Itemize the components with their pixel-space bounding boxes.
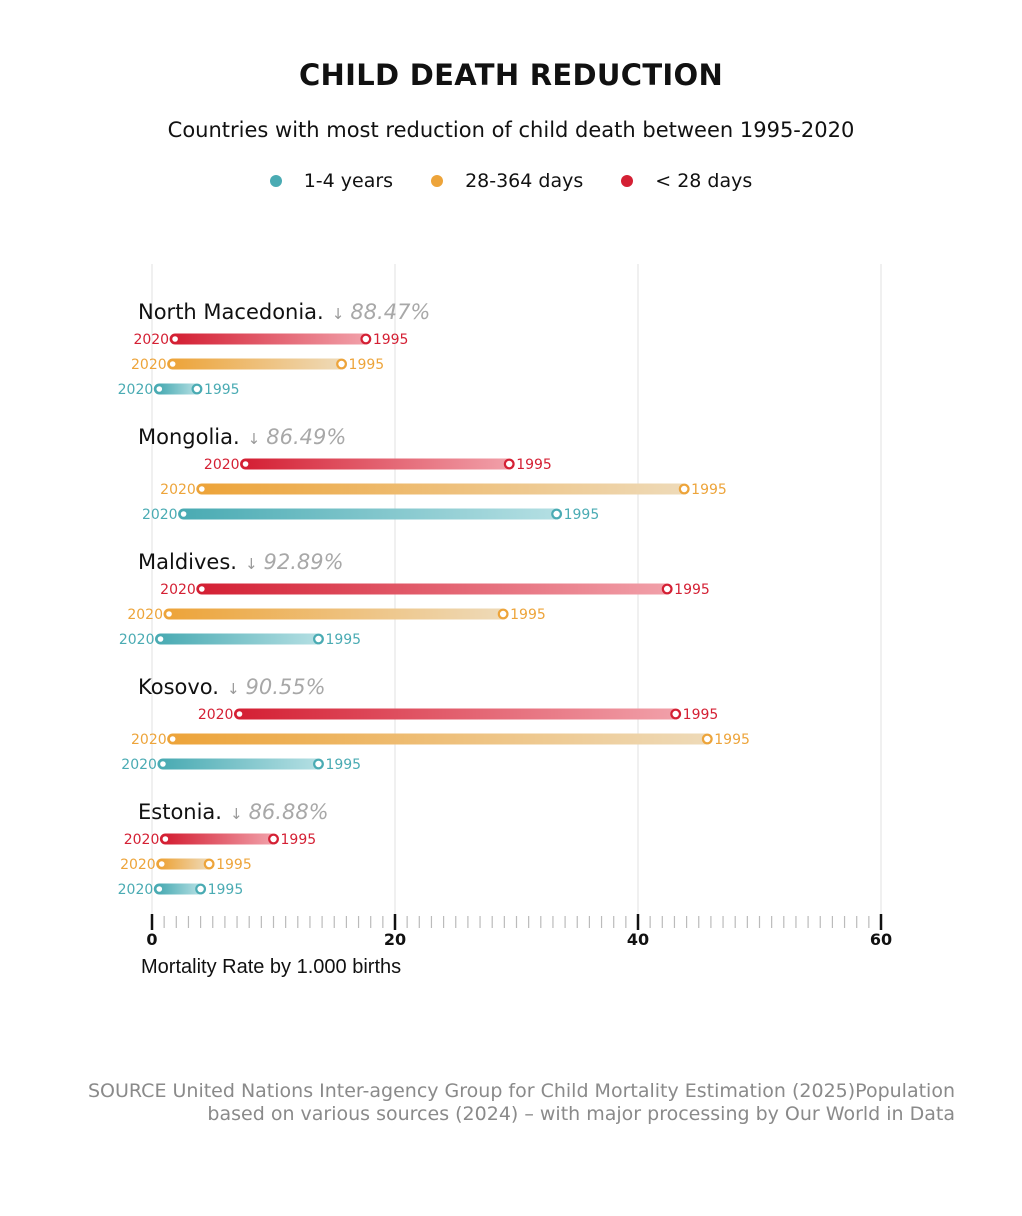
label-1995-kosovo-1-4-years: 1995 [325,757,361,773]
legend-label-1-4-years: 1-4 years [303,170,394,192]
point-1995-north-macedonia-28-364-days [336,358,347,370]
chart-title: CHILD DEATH REDUCTION [298,58,724,92]
point-2020-north-macedonia-28-364-days [169,361,176,367]
point-2020-north-macedonia-28-days [172,336,178,342]
label-1995-maldives-28-days: 1995 [674,582,710,598]
legend-label-under-28-days: < 28 days [655,170,753,192]
label-1995-north-macedonia-28-days: 1995 [373,332,409,348]
label-2020-mongolia-28-364-days: 2020 [160,482,196,498]
point-1995-estonia-1-4-years [195,883,207,895]
label-2020-kosovo-28-364-days: 2020 [131,732,167,748]
label-1995-kosovo-28-days: 1995 [683,707,719,723]
point-2020-estonia-28-364-days [158,861,165,867]
point-2020-estonia-1-4-years [156,886,163,892]
legend-item-1-4-years: 1-4 years [269,170,394,192]
label-2020-maldives-1-4-years: 2020 [119,632,155,648]
point-2020-north-macedonia-1-4-years [156,386,163,392]
point-1995-mongolia-1-4-years [551,508,562,520]
label-2020-kosovo-1-4-years: 2020 [121,757,157,773]
point-1995-maldives-28-days [661,583,673,595]
country-label-mongolia: Mongolia. ↓ 86.49% [138,425,346,449]
point-1995-kosovo-1-4-years [313,758,324,770]
dumbbell-chart: North Macedonia. ↓ 88.47% 2020 1995 2020 1995 2… [118,264,892,978]
point-1995-maldives-28-364-days [497,608,509,620]
label-1995-maldives-28-364-days: 1995 [510,607,546,623]
x-axis-title: Mortality Rate by 1.000 births [141,956,401,978]
country-label-maldives: Maldives. ↓ 92.89% [138,550,344,574]
label-1995-north-macedonia-1-4-years: 1995 [204,382,240,398]
label-1995-estonia-1-4-years: 1995 [208,882,244,898]
legend-swatch-1-4-years [269,175,282,187]
label-1995-estonia-28-days: 1995 [281,832,317,848]
legend-item-28-364-days: 28-364 days [431,170,583,192]
label-2020-kosovo-28-days: 2020 [198,707,234,723]
point-1995-north-macedonia-1-4-years [191,383,203,395]
point-1995-estonia-28-days [268,833,279,845]
point-2020-mongolia-1-4-years [180,511,187,517]
label-2020-north-macedonia-28-364-days: 2020 [131,357,167,373]
label-1995-maldives-1-4-years: 1995 [325,632,361,648]
legend-item-under-28-days: < 28 days [621,170,752,192]
label-1995-north-macedonia-28-364-days: 1995 [349,357,385,373]
point-2020-kosovo-28-364-days [169,736,176,742]
x-tick-label: 40 [627,930,649,949]
x-tick-label: 0 [146,930,157,949]
point-2020-mongolia-28-days [242,461,249,467]
chart-subtitle: Countries with most reduction of child d… [167,118,855,142]
point-2020-mongolia-28-364-days [199,486,205,492]
point-2020-kosovo-1-4-years [160,761,166,767]
point-1995-north-macedonia-28-days [360,333,372,345]
x-tick-label: 60 [870,930,892,949]
label-1995-estonia-28-364-days: 1995 [216,857,252,873]
label-2020-north-macedonia-1-4-years: 2020 [118,382,154,398]
point-2020-kosovo-28-days [236,711,243,717]
legend-swatch-28-364-days [431,175,444,187]
legend-label-28-364-days: 28-364 days [465,170,584,192]
point-2020-estonia-28-days [162,836,169,842]
label-2020-mongolia-28-days: 2020 [204,457,240,473]
chart-legend: 1-4 years 28-364 days < 28 days [0,170,1022,192]
point-1995-mongolia-28-364-days [678,483,690,495]
point-1995-maldives-1-4-years [313,633,324,645]
label-1995-kosovo-28-364-days: 1995 [714,732,750,748]
point-2020-maldives-1-4-years [157,636,164,642]
label-2020-north-macedonia-28-days: 2020 [133,332,169,348]
legend-swatch-under-28-days [621,175,634,187]
point-1995-mongolia-28-days [503,458,515,470]
source-note: SOURCE United Nations Inter-agency Group… [88,1080,955,1125]
label-1995-mongolia-28-364-days: 1995 [691,482,727,498]
label-1995-mongolia-1-4-years: 1995 [564,507,600,523]
point-1995-kosovo-28-364-days [701,733,713,745]
x-tick-label: 20 [384,930,406,949]
point-1995-estonia-28-364-days [203,858,215,870]
point-2020-maldives-28-days [199,586,205,592]
label-2020-estonia-28-days: 2020 [124,832,160,848]
label-1995-mongolia-28-days: 1995 [516,457,552,473]
country-label-kosovo: Kosovo. ↓ 90.55% [138,675,326,699]
label-2020-maldives-28-364-days: 2020 [127,607,163,623]
country-label-north-macedonia: North Macedonia. ↓ 88.47% [138,300,430,324]
point-2020-maldives-28-364-days [166,611,172,617]
label-2020-maldives-28-days: 2020 [160,582,196,598]
point-1995-kosovo-28-days [670,708,682,720]
country-label-estonia: Estonia. ↓ 86.88% [138,800,329,824]
label-2020-mongolia-1-4-years: 2020 [142,507,178,523]
label-2020-estonia-1-4-years: 2020 [118,882,154,898]
label-2020-estonia-28-364-days: 2020 [120,857,156,873]
